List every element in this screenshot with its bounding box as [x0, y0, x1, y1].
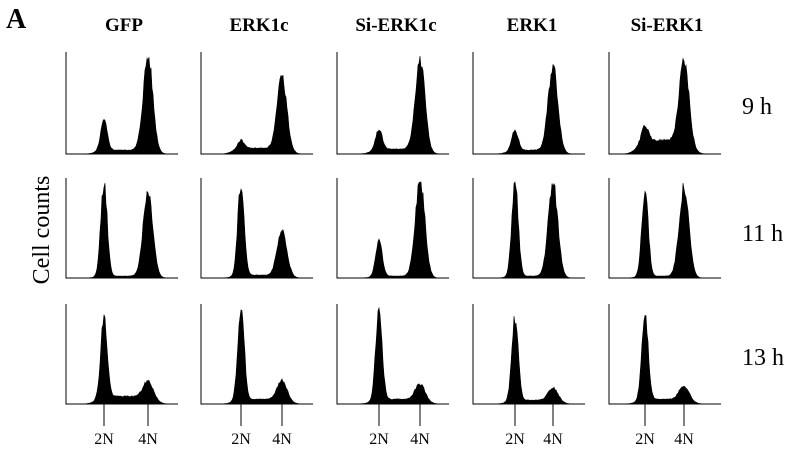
histogram-si-erk1-11h: [608, 178, 721, 279]
histogram-axis: [336, 304, 449, 405]
histogram-axis: [472, 304, 585, 405]
histogram-axis: [336, 52, 449, 155]
histogram-axis: [608, 304, 721, 405]
tick-label-4n: 4N: [272, 431, 292, 448]
histogram-axis: [336, 178, 449, 279]
histogram-gfp-13h: [65, 304, 178, 426]
tick-label-2n: 2N: [635, 431, 655, 448]
histogram-erk1-11h: [472, 178, 585, 279]
histogram-gfp-11h: [65, 178, 178, 279]
row-label-9h: 9 h: [742, 94, 772, 120]
histogram-axis: [65, 304, 178, 405]
histogram-axis: [200, 304, 313, 405]
histogram-axis: [472, 52, 585, 155]
histogram-erk1-13h: [472, 304, 585, 426]
row-label-13h: 13 h: [742, 345, 784, 371]
histogram-axis: [65, 52, 178, 155]
column-header-gfp: GFP: [105, 15, 143, 36]
histogram-axis: [65, 178, 178, 279]
histogram-area: [341, 181, 445, 279]
histogram-area: [477, 316, 581, 405]
histogram-axis: [200, 52, 313, 155]
histogram-area: [341, 55, 445, 155]
histogram-area: [70, 183, 174, 279]
histogram-axis: [608, 178, 721, 279]
histogram-axis: [608, 52, 721, 155]
histogram-si-erk1-13h: [608, 304, 721, 426]
column-header-si-erk1c: Si-ERK1c: [355, 15, 437, 36]
histogram-erk1-9h: [472, 52, 585, 155]
histogram-gfp-9h: [65, 52, 178, 155]
histogram-erk1c-9h: [200, 52, 313, 155]
histogram-si-erk1c-9h: [336, 52, 449, 155]
column-header-erk1: ERK1: [506, 15, 558, 36]
histogram-area: [341, 306, 445, 405]
histogram-area: [205, 309, 309, 405]
tick-label-2n: 2N: [369, 431, 389, 448]
tick-label-2n: 2N: [505, 431, 525, 448]
histogram-area: [477, 63, 581, 155]
histogram-area: [477, 181, 581, 279]
column-header-si-erk1: Si-ERK1: [630, 15, 704, 36]
histogram-area: [205, 188, 309, 279]
histogram-area: [613, 183, 717, 279]
panel-label: A: [6, 4, 27, 35]
histogram-si-erk1c-11h: [336, 178, 449, 279]
histogram-area: [205, 74, 309, 155]
tick-label-4n: 4N: [543, 431, 563, 448]
histogram-erk1c-11h: [200, 178, 313, 279]
histogram-si-erk1c-13h: [336, 304, 449, 426]
histogram-area: [613, 315, 717, 405]
tick-label-4n: 4N: [410, 431, 430, 448]
column-header-erk1c: ERK1c: [229, 15, 289, 36]
tick-label-4n: 4N: [674, 431, 694, 448]
tick-label-2n: 2N: [231, 431, 251, 448]
histogram-area: [613, 57, 717, 155]
histogram-erk1c-13h: [200, 304, 313, 426]
histogram-si-erk1-9h: [608, 52, 721, 155]
tick-label-4n: 4N: [138, 431, 158, 448]
histogram-area: [70, 314, 174, 405]
histogram-axis: [472, 178, 585, 279]
row-label-11h: 11 h: [742, 221, 784, 247]
tick-label-2n: 2N: [94, 431, 114, 448]
histogram-axis: [200, 178, 313, 279]
histogram-area: [70, 57, 174, 155]
